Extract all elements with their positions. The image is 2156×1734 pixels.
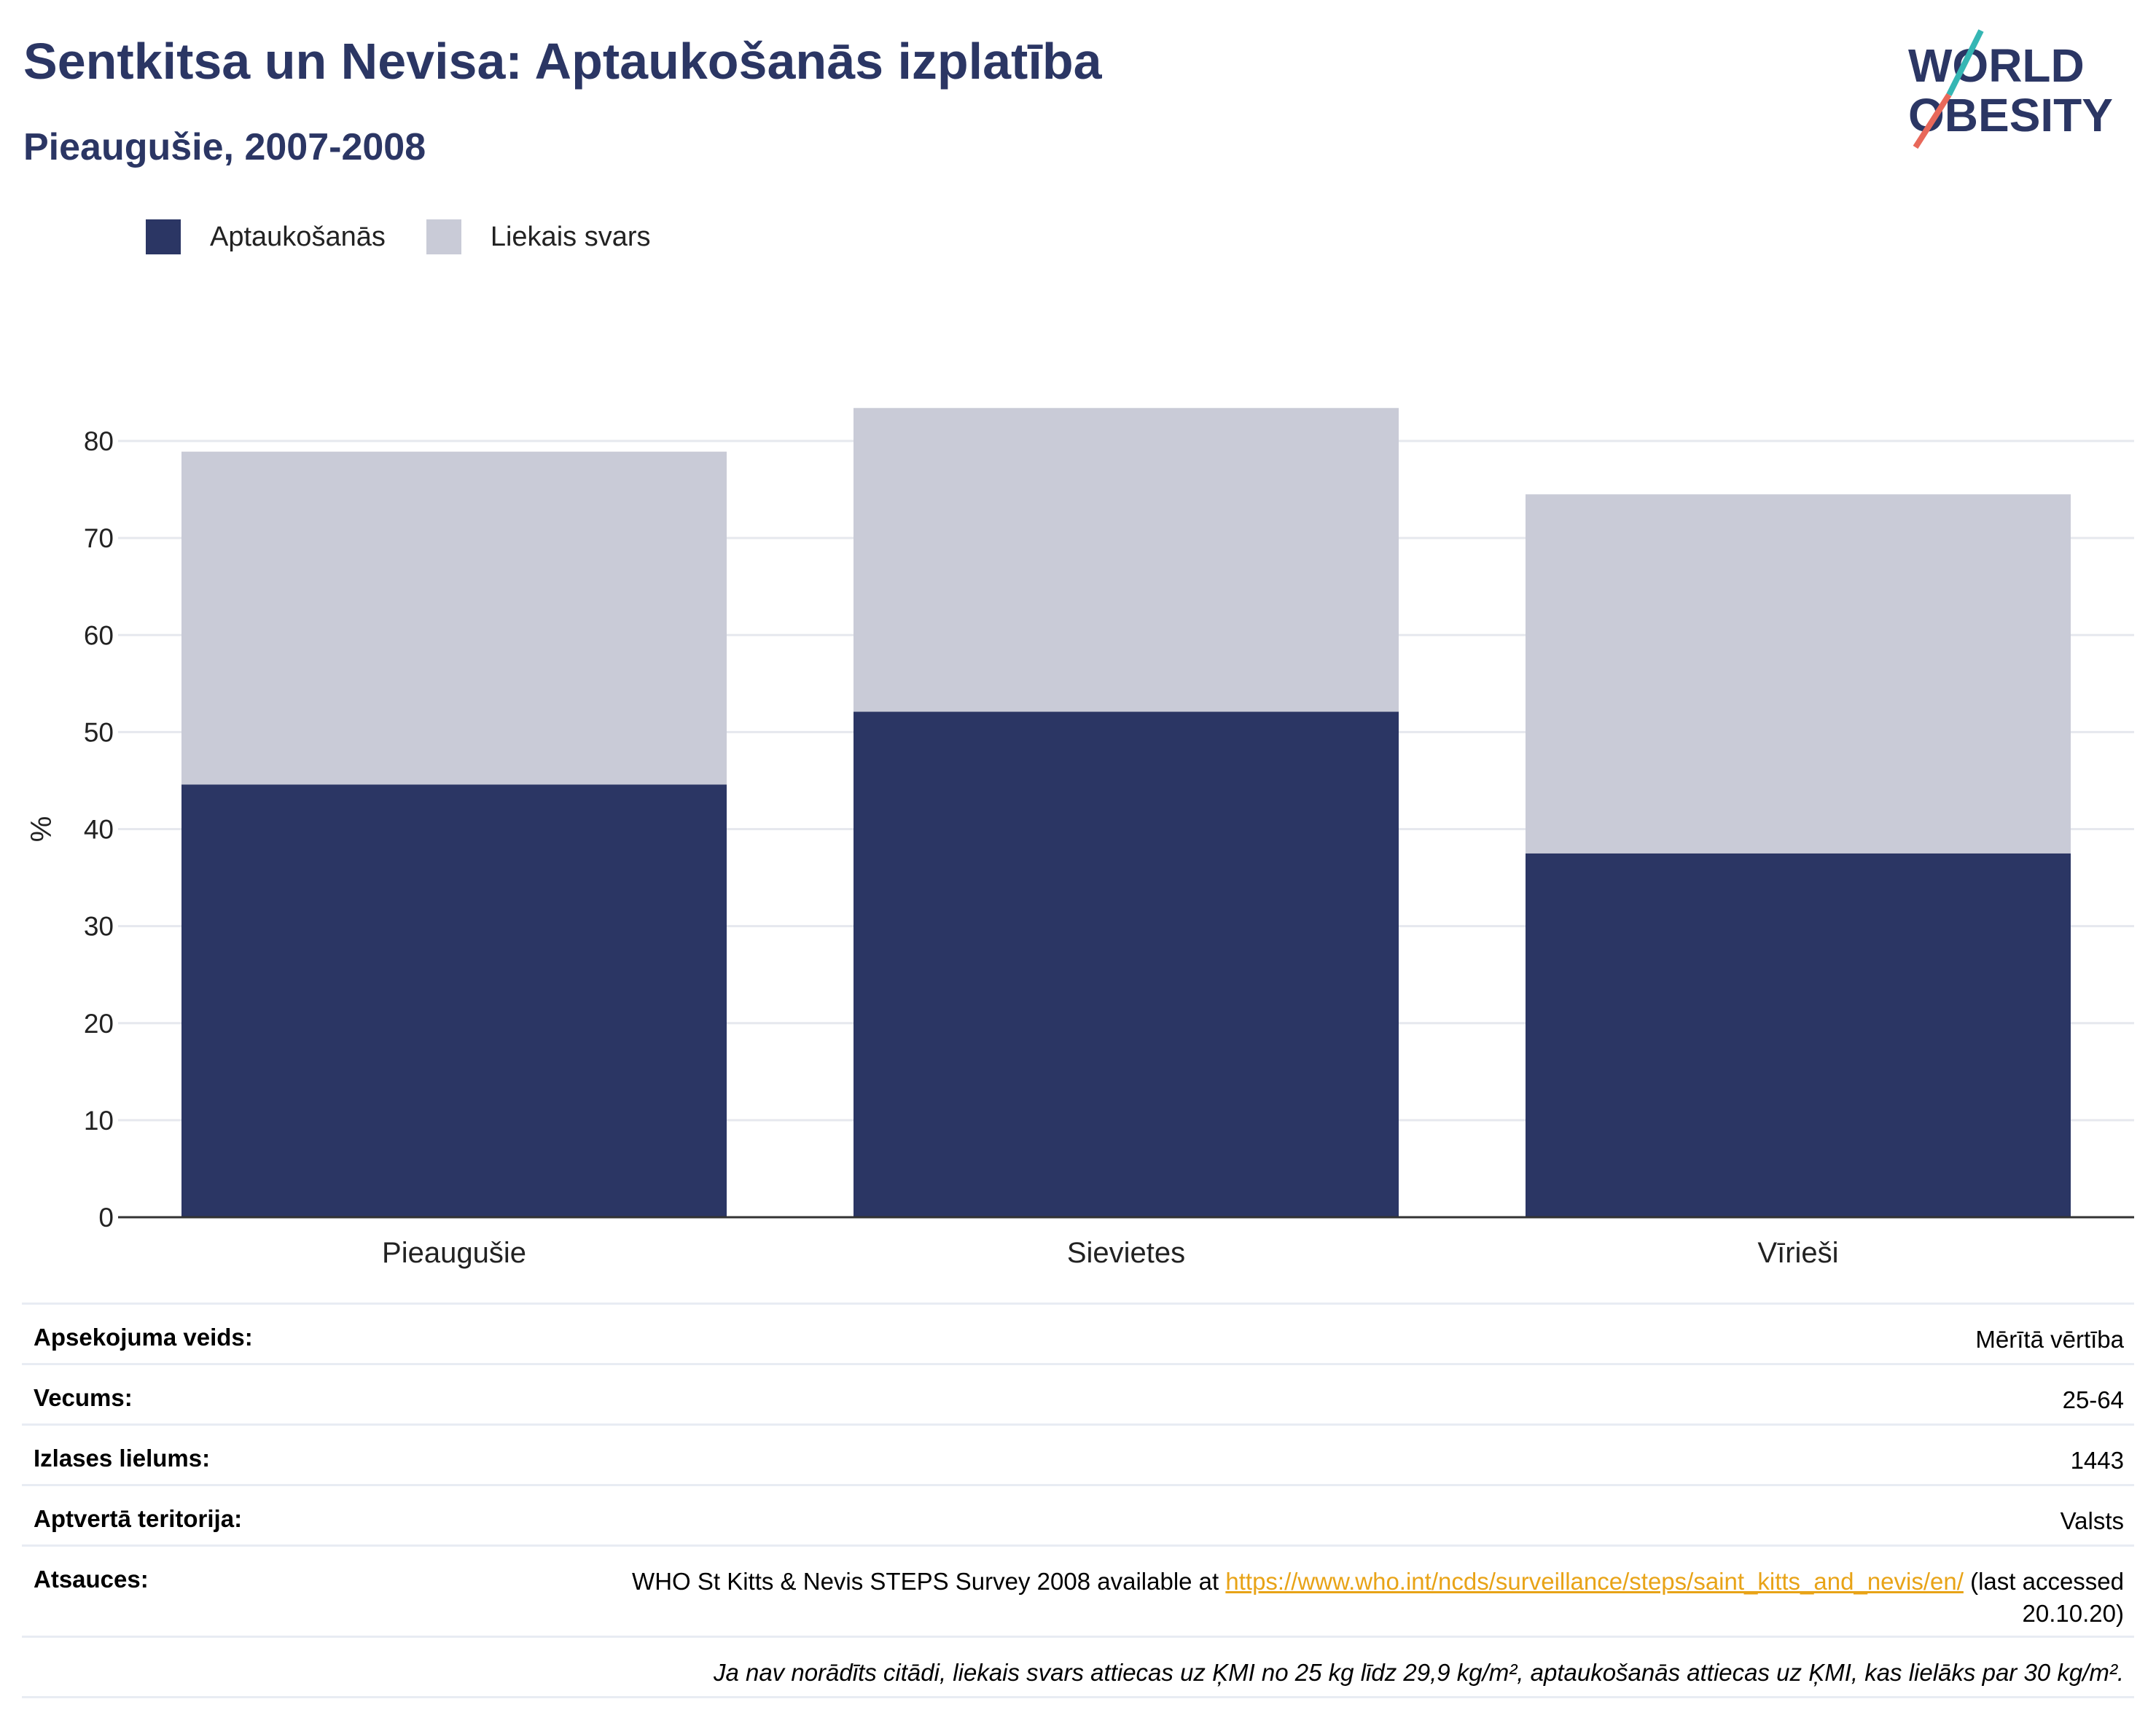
references-accessed: (last accessed 20.10.20): [1963, 1568, 2124, 1627]
age-label: Vecums:: [34, 1384, 133, 1411]
y-tick-label: 50: [84, 717, 114, 747]
y-tick-label: 70: [84, 523, 114, 553]
info-row-sample: Izlases lielums: 1443: [22, 1423, 2134, 1484]
age-value: 25-64: [2062, 1386, 2124, 1413]
sample-value: 1443: [2070, 1447, 2124, 1474]
definition-note: Ja nav norādīts citādi, liekais svars at…: [713, 1659, 2124, 1686]
sample-label: Izlases lielums:: [34, 1445, 211, 1472]
chart-subtitle: Pieaugušie, 2007-2008: [23, 126, 426, 168]
logo-slash-coral: [1913, 93, 1952, 149]
y-tick-label: 30: [84, 912, 114, 942]
info-row-survey-type: Apsekojuma veids: Mērītā vērtība: [22, 1303, 2134, 1363]
chart-title: Sentkitsa un Nevisa: Aptaukošanās izplat…: [23, 33, 1102, 90]
area-label: Aptvertā teritorija:: [34, 1505, 243, 1532]
y-tick-label: 0: [98, 1203, 114, 1233]
bar-overweight: [1526, 494, 2071, 854]
world-obesity-logo: WORLD OBESITY: [1908, 29, 2113, 149]
legend-label-overweight: Liekais svars: [490, 221, 651, 252]
legend-item-overweight: Liekais svars: [426, 219, 651, 254]
area-value: Valsts: [2060, 1507, 2124, 1534]
x-tick-label: Vīrieši: [1757, 1237, 1838, 1269]
bar-overweight: [854, 407, 1399, 712]
x-tick-label: Pieaugušie: [382, 1237, 526, 1269]
bar-chart: 0 10 20 30 40 50 60 70 80% Pieaugušie Sievietes Vīr…: [26, 407, 2134, 1269]
info-table: Apsekojuma veids: Mērītā vērtība Vecums:…: [22, 1303, 2134, 1698]
chart-legend: Aptaukošanās Liekais svars: [146, 219, 679, 255]
info-row-note: Ja nav norādīts citādi, liekais svars at…: [22, 1636, 2134, 1698]
y-tick-label: 20: [84, 1009, 114, 1039]
logo-line2: OBESITY: [1908, 89, 2113, 141]
y-tick-label: 60: [84, 620, 114, 650]
survey-type-value: Mērītā vērtība: [1975, 1326, 2124, 1353]
info-row-age: Vecums: 25-64: [22, 1363, 2134, 1423]
references-label: Atsauces:: [34, 1566, 149, 1593]
legend-swatch-obesity: [146, 219, 181, 254]
legend-swatch-overweight: [426, 219, 461, 254]
bar-overweight: [181, 451, 727, 785]
y-tick-label: 40: [84, 815, 114, 845]
legend-label-obesity: Aptaukošanās: [210, 221, 386, 252]
x-tick-label: Sievietes: [1067, 1237, 1185, 1269]
references-link[interactable]: https://www.who.int/ncds/surveillance/st…: [1225, 1568, 1964, 1595]
y-tick-label: 10: [84, 1106, 114, 1136]
logo-line1: WORLD: [1908, 39, 2085, 92]
bar-obesity: [1526, 853, 2071, 1217]
y-axis-label: %: [26, 816, 58, 843]
bar-obesity: [854, 711, 1399, 1217]
logo-slash-teal: [1946, 29, 1984, 96]
legend-item-obesity: Aptaukošanās: [146, 219, 386, 254]
bar-obesity: [181, 784, 727, 1217]
info-row-references: Atsauces: WHO St Kitts & Nevis STEPS Sur…: [22, 1544, 2134, 1636]
survey-type-label: Apsekojuma veids:: [34, 1324, 253, 1351]
references-value: WHO St Kitts & Nevis STEPS Survey 2008 a…: [630, 1547, 2134, 1636]
y-tick-label: 80: [84, 426, 114, 456]
references-text: WHO St Kitts & Nevis STEPS Survey 2008 a…: [632, 1568, 1226, 1595]
info-row-area: Aptvertā teritorija: Valsts: [22, 1484, 2134, 1544]
